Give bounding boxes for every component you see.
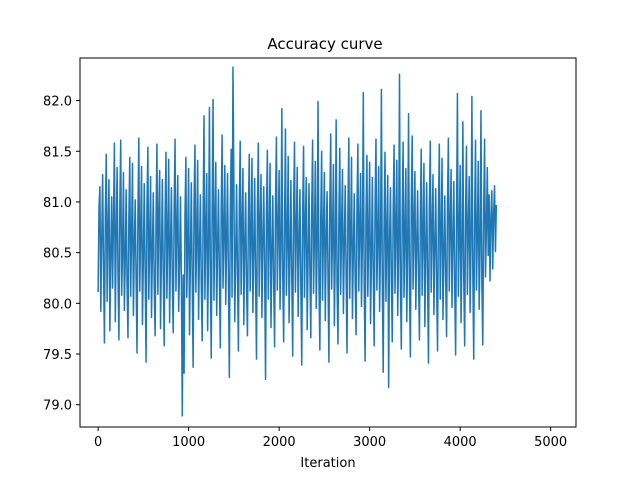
x-tick-label: 4000	[444, 435, 477, 450]
y-tick-label: 81.0	[43, 196, 72, 211]
x-tick-label: 0	[94, 435, 102, 450]
x-tick-label: 1000	[172, 435, 205, 450]
series-line-accuracy	[97, 66, 498, 417]
y-tick-label: 79.5	[43, 348, 72, 363]
plot-group	[97, 66, 498, 417]
y-tick-label: 79.0	[43, 399, 72, 414]
y-tick-label: 82.0	[43, 95, 72, 110]
plot-frame	[79, 57, 577, 428]
x-tick-label: 3000	[353, 435, 386, 450]
x-axis-label: Iteration	[300, 456, 355, 471]
y-axis: 79.0 79.5 80.0 80.5 81.0 81.5 82.0	[43, 95, 80, 414]
y-tick-label: 80.0	[43, 297, 72, 312]
y-tick-label: 81.5	[43, 145, 72, 160]
x-tick-label: 2000	[263, 435, 296, 450]
x-axis: 0 1000 2000 3000 4000 5000	[94, 427, 567, 450]
y-tick-label: 80.5	[43, 247, 72, 262]
chart-title: Accuracy curve	[267, 35, 382, 53]
x-tick-label: 5000	[534, 435, 567, 450]
